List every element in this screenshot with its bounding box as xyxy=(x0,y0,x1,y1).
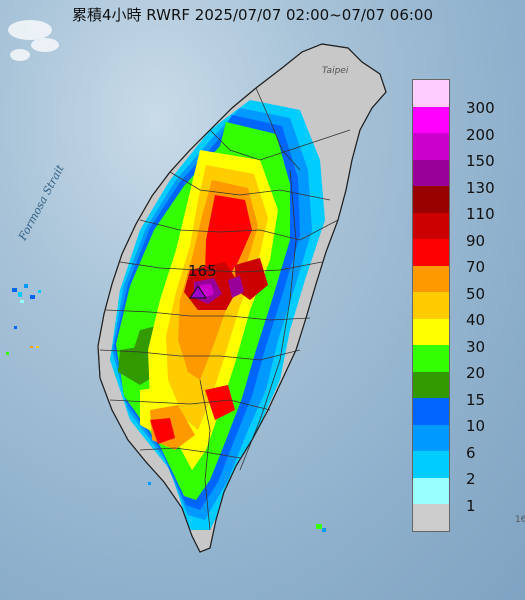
legend-swatch xyxy=(413,159,449,186)
legend-label: 1 xyxy=(466,496,476,515)
legend-swatch xyxy=(413,186,449,213)
legend-label: 2 xyxy=(466,470,476,488)
legend-swatch xyxy=(413,345,449,372)
legend-label: 90 xyxy=(466,231,486,250)
legend-label: 20 xyxy=(466,364,486,382)
legend-swatch xyxy=(413,504,449,531)
legend-swatch xyxy=(413,398,449,425)
legend-label: 50 xyxy=(466,284,486,303)
legend-swatch xyxy=(413,292,449,319)
legend-swatch xyxy=(413,371,449,398)
legend-label: 130 xyxy=(466,178,495,197)
legend-label: 30 xyxy=(466,337,486,356)
peak-value-label: 165 xyxy=(188,262,217,280)
county-boundaries xyxy=(99,87,351,531)
legend-label: 150 xyxy=(466,152,495,170)
corner-label: 16 xyxy=(515,515,525,525)
legend-label: 40 xyxy=(466,311,486,329)
legend-swatch xyxy=(413,133,449,160)
legend-label: 70 xyxy=(466,258,486,276)
legend-swatch xyxy=(413,318,449,345)
legend-swatch xyxy=(413,451,449,478)
legend-label: 15 xyxy=(466,390,486,409)
legend-label: 10 xyxy=(466,417,486,435)
legend-swatch xyxy=(413,265,449,292)
legend-swatch xyxy=(413,80,449,107)
legend-label: 200 xyxy=(466,125,495,144)
legend-label: 110 xyxy=(466,205,495,223)
city-label: Taipei xyxy=(322,66,349,76)
map-title: 累積4小時 RWRF 2025/07/07 02:00~07/07 06:00 xyxy=(72,6,434,24)
legend-swatch xyxy=(413,424,449,451)
cloud-texture xyxy=(8,20,59,61)
legend-swatch xyxy=(413,106,449,133)
legend-label: 6 xyxy=(466,443,476,462)
legend-label: 300 xyxy=(466,99,495,117)
legend-color-bar xyxy=(412,79,450,532)
rainfall-layer xyxy=(110,100,325,530)
legend-swatch xyxy=(413,239,449,266)
legend-swatch xyxy=(413,212,449,239)
offshore-echoes xyxy=(6,284,326,532)
peak-marker-icon xyxy=(189,285,207,299)
legend-swatch xyxy=(413,477,449,504)
